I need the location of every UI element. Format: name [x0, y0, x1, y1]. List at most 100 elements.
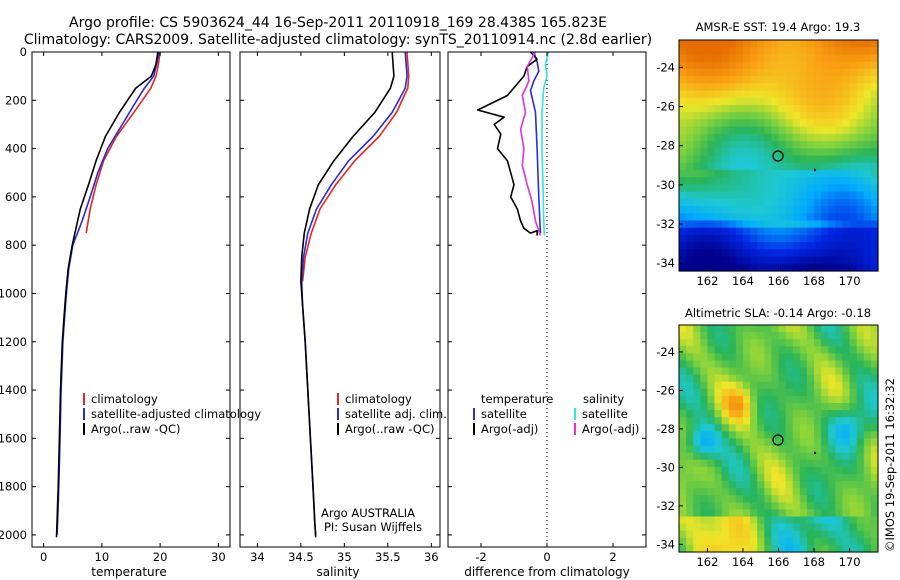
- x-tick-label: 35.5: [375, 550, 401, 564]
- map-cell: [842, 395, 851, 404]
- map-cell: [792, 155, 801, 164]
- map-cell: [764, 325, 772, 333]
- map-cell: [750, 54, 758, 63]
- legend-label-salinity-satellite: satellite: [582, 407, 628, 421]
- series-line-diff-2: [541, 51, 550, 236]
- map-cell: [735, 119, 744, 128]
- x-tick-label: 34: [250, 550, 265, 564]
- map-cell: [771, 54, 780, 63]
- map-cell: [849, 395, 858, 404]
- map-cell: [735, 249, 744, 258]
- map-cell: [735, 191, 744, 200]
- map-cell: [849, 431, 858, 440]
- map-cell: [863, 198, 872, 207]
- map-cell: [856, 213, 865, 222]
- map-cell: [814, 61, 822, 70]
- map-cell: [764, 374, 772, 383]
- map-cell: [870, 256, 879, 265]
- map-cell: [785, 90, 794, 99]
- map-cell: [842, 249, 851, 258]
- map-cell: [821, 502, 829, 511]
- map-cell: [785, 403, 794, 411]
- map-cell: [735, 381, 744, 390]
- map-cell: [785, 353, 794, 362]
- map-cell: [806, 388, 815, 397]
- map-cell: [714, 360, 723, 369]
- map-cell: [814, 445, 822, 454]
- map-cell: [799, 213, 808, 222]
- map-cell: [714, 431, 723, 440]
- map-cell: [806, 169, 815, 178]
- map-cell: [856, 112, 865, 121]
- map-cell: [735, 452, 744, 461]
- map-cell: [707, 155, 716, 164]
- legend-label-climatology: climatology: [91, 392, 158, 406]
- map-cell: [814, 263, 822, 272]
- map-cell: [814, 206, 822, 214]
- map-cell: [679, 403, 687, 411]
- map-cell: [842, 410, 851, 418]
- map-cell: [870, 126, 879, 135]
- map-cell: [700, 523, 709, 532]
- map-cell: [728, 410, 737, 418]
- map-cell: [714, 242, 723, 250]
- map-cell: [792, 54, 801, 63]
- map-cell: [806, 466, 815, 475]
- map-cell: [735, 104, 744, 113]
- map-cell: [721, 83, 730, 92]
- map-cell: [714, 466, 723, 475]
- map-cell: [742, 54, 751, 63]
- map-cell: [714, 119, 723, 128]
- map-cell: [721, 466, 730, 475]
- map-cell: [842, 530, 851, 539]
- map-cell: [799, 452, 808, 461]
- map-cell: [785, 249, 794, 258]
- map-cell: [750, 495, 758, 503]
- map-cell: [714, 83, 723, 92]
- map-cell: [750, 227, 758, 236]
- map-cell: [863, 481, 872, 489]
- map-x-tick-label: 170: [839, 555, 861, 569]
- map-cell: [714, 141, 723, 149]
- map-cell: [721, 495, 730, 503]
- map-cell: [835, 47, 844, 56]
- map-cell: [806, 523, 815, 532]
- map-cell: [686, 495, 694, 503]
- map-cell: [806, 119, 815, 128]
- map-cell: [806, 213, 815, 222]
- map-cell: [856, 495, 865, 503]
- map-cell: [806, 263, 815, 272]
- map-cell: [771, 509, 780, 518]
- map-cell: [771, 83, 780, 92]
- map-cell: [707, 184, 716, 193]
- map-cell: [828, 544, 836, 553]
- map-cell: [750, 126, 758, 135]
- map-cell: [721, 509, 730, 518]
- map-cell: [700, 403, 709, 411]
- map-cell: [821, 112, 829, 121]
- map-cell: [828, 381, 836, 390]
- map-cell: [814, 367, 822, 376]
- map-cell: [707, 242, 716, 250]
- map-cell: [757, 155, 765, 164]
- map-cell: [792, 445, 801, 454]
- map-cell: [707, 346, 716, 354]
- map-cell: [700, 191, 709, 200]
- map-cell: [835, 481, 844, 489]
- map-cell: [728, 234, 737, 243]
- map-cell: [686, 54, 694, 63]
- map-cell: [721, 445, 730, 454]
- map-cell: [863, 119, 872, 128]
- map-cell: [778, 530, 787, 539]
- map-cell: [785, 76, 794, 84]
- map-cell: [771, 206, 780, 214]
- map-cell: [842, 459, 851, 468]
- map-cell: [679, 119, 687, 128]
- map-cell: [750, 141, 758, 149]
- map-cell: [849, 234, 858, 243]
- map-cell: [764, 516, 772, 525]
- map-cell: [799, 509, 808, 518]
- map-cell: [764, 220, 772, 229]
- map-cell: [714, 198, 723, 207]
- map-cell: [686, 523, 694, 532]
